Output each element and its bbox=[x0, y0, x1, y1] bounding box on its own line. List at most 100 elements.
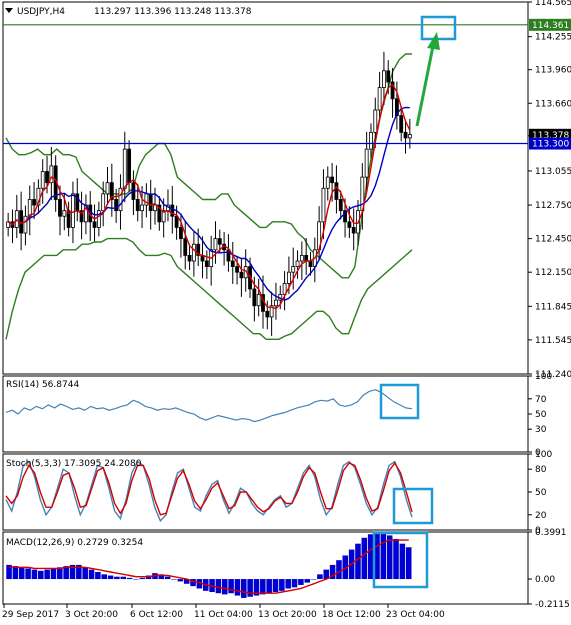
macd-bar bbox=[228, 579, 234, 594]
candle-body bbox=[226, 249, 231, 262]
macd-bar bbox=[374, 531, 380, 580]
candle-body bbox=[174, 215, 179, 228]
macd-bar bbox=[405, 547, 412, 580]
candle-body bbox=[377, 87, 382, 111]
candle-body bbox=[109, 182, 114, 200]
bollinger-upper-line bbox=[5, 53, 412, 279]
candle-body bbox=[122, 148, 127, 189]
macd-bar bbox=[386, 535, 393, 580]
candle-body bbox=[105, 182, 110, 195]
macd-bar bbox=[44, 569, 50, 580]
stoch-tick-label-2: 50 bbox=[535, 488, 547, 498]
candle-body bbox=[101, 193, 106, 212]
candle-body bbox=[399, 115, 404, 133]
macd-bar bbox=[304, 579, 310, 583]
candle-body bbox=[386, 70, 391, 83]
candle-body bbox=[179, 227, 183, 240]
candle-body bbox=[27, 199, 32, 217]
ma-fast-line bbox=[7, 83, 411, 310]
target-highlight-box bbox=[420, 15, 457, 41]
macd-bar bbox=[63, 566, 69, 580]
candle-body bbox=[71, 193, 75, 228]
candle-body bbox=[66, 210, 71, 228]
price-tick-label-3: 113.660 bbox=[535, 99, 571, 109]
macd-bar bbox=[88, 569, 95, 580]
candle-body bbox=[235, 266, 239, 273]
macd-highlight-box bbox=[372, 531, 429, 589]
stoch-main-line bbox=[5, 460, 413, 523]
macd-bar bbox=[183, 579, 190, 584]
price-tick-label-7: 112.450 bbox=[535, 235, 571, 245]
candle-body bbox=[334, 182, 339, 200]
rsi-tick-label-1: 70 bbox=[535, 395, 547, 405]
macd-bar bbox=[107, 575, 114, 580]
candle-body bbox=[330, 176, 335, 184]
candle-body bbox=[161, 210, 166, 223]
macd-bar bbox=[171, 579, 177, 580]
candle-body bbox=[118, 187, 123, 212]
candle-body bbox=[148, 193, 153, 212]
macd-bar bbox=[399, 543, 406, 580]
macd-bar bbox=[279, 579, 285, 591]
macd-bar bbox=[298, 579, 304, 585]
macd-bar bbox=[285, 579, 291, 589]
macd-bar bbox=[241, 579, 247, 598]
macd-bar bbox=[393, 538, 399, 580]
candle-body bbox=[373, 109, 378, 133]
candle-body bbox=[382, 70, 386, 88]
macd-bar bbox=[196, 579, 203, 589]
rsi-tick-label-0: 100 bbox=[535, 372, 552, 382]
candle-body bbox=[269, 305, 274, 318]
macd-bar bbox=[310, 579, 317, 580]
candle-body bbox=[96, 210, 101, 228]
candle-body bbox=[286, 271, 291, 284]
candle-body bbox=[157, 204, 162, 223]
price-tick-label-11: 111.240 bbox=[535, 370, 571, 380]
candle-body bbox=[347, 221, 352, 228]
macd-tick-label-2: -0.2115 bbox=[535, 600, 570, 610]
candle-body bbox=[92, 221, 97, 228]
time-tick-label-2: 6 Oct 12:00 bbox=[130, 610, 183, 620]
price-tick-label-0: 114.565 bbox=[535, 0, 571, 8]
rsi-title: RSI(14) 56.8744 bbox=[6, 380, 79, 390]
rsi-tick-label-3: 30 bbox=[535, 425, 547, 435]
macd-bar bbox=[234, 579, 241, 596]
pane-frame-3 bbox=[2, 531, 529, 605]
candle-body bbox=[325, 176, 330, 189]
candle-body bbox=[204, 260, 209, 267]
candle-body bbox=[62, 210, 67, 217]
macd-bar bbox=[101, 574, 107, 580]
level-tag-label-0: 114.361 bbox=[532, 21, 569, 31]
ma-slow-line bbox=[7, 106, 410, 301]
candle-body bbox=[45, 171, 49, 184]
candle-body bbox=[213, 238, 218, 251]
price-tick-label-2: 113.960 bbox=[535, 66, 571, 76]
macd-bar bbox=[215, 579, 222, 594]
macd-bar bbox=[336, 560, 342, 580]
rsi-line bbox=[5, 389, 413, 423]
macd-bar bbox=[291, 579, 298, 588]
macd-signal-line bbox=[9, 539, 409, 594]
level-tag-bg-2 bbox=[529, 137, 571, 150]
time-tick-label-5: 18 Oct 12:00 bbox=[322, 610, 381, 620]
candle-body bbox=[369, 131, 373, 150]
macd-bar bbox=[69, 564, 76, 580]
macd-bar bbox=[82, 567, 88, 580]
macd-bar bbox=[323, 569, 330, 580]
stoch-tick-label-1: 80 bbox=[535, 465, 547, 475]
forecast-arrow-head bbox=[427, 32, 440, 50]
price-tick-label-9: 111.845 bbox=[535, 302, 571, 312]
macd-bar bbox=[57, 567, 63, 580]
macd-bar bbox=[317, 574, 323, 580]
candle-body bbox=[230, 260, 235, 267]
rsi-tick-label-2: 50 bbox=[535, 410, 547, 420]
candle-body bbox=[135, 199, 140, 212]
candle-body bbox=[256, 294, 261, 307]
macd-bar bbox=[133, 579, 139, 580]
price-tick-label-10: 111.545 bbox=[535, 336, 571, 346]
time-tick-label-3: 11 Oct 04:00 bbox=[194, 610, 253, 620]
candle-body bbox=[127, 148, 132, 184]
price-tick-label-5: 113.055 bbox=[535, 167, 571, 177]
candle-body bbox=[321, 187, 326, 223]
